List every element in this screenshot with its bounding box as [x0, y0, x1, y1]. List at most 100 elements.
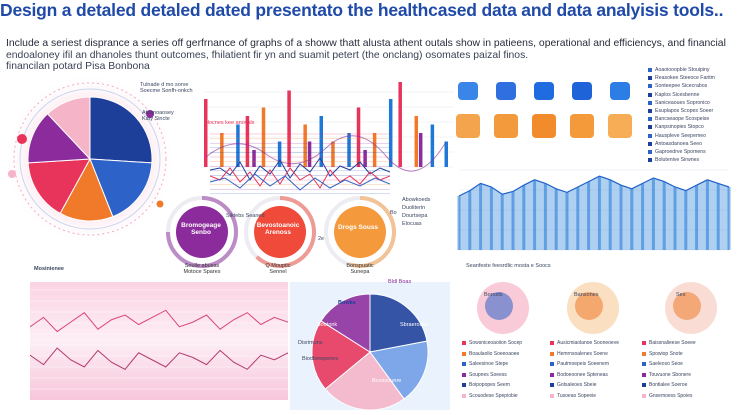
- legend-label: Esuplapos Scopes Soeer: [655, 108, 714, 115]
- legend-label: Kanpsinopies Stopco: [655, 124, 704, 131]
- bubble-inner: [575, 292, 603, 320]
- legend-item: Aoaoiooopbie Stouipiny: [648, 66, 738, 74]
- side-text-line: Dourtsepa: [402, 213, 428, 219]
- bar: [204, 99, 208, 167]
- tile: [456, 114, 480, 138]
- bar: [398, 82, 402, 167]
- bubble-list-swatch: [550, 372, 554, 377]
- pie-chart-programs: [290, 282, 450, 410]
- legend-item: Hauspleve Seepemeo: [648, 132, 738, 140]
- bubble-list-label: Saleesinoe Stepe: [469, 361, 509, 367]
- subtitle-line-2: endoaloney ifil an dhanoles thunt outcom…: [6, 50, 529, 61]
- wave-series-upper: [30, 309, 288, 333]
- gauge-2-value: Bevostoanoic Arenoss: [256, 222, 300, 236]
- bubble-list-label: Boipopopes Seem: [469, 382, 510, 388]
- bubble-list-swatch: [550, 351, 554, 356]
- bubble-row: [477, 282, 717, 334]
- legend-label: Aoaoiooopbie Stouipiny: [655, 67, 710, 74]
- line-chart-trends: [210, 133, 390, 195]
- pie2-slice: [369, 340, 429, 400]
- side-text-line: Elocuas: [402, 221, 422, 227]
- tile: [496, 82, 516, 100]
- bubble-list-item: Hemrnsoalenes Soene: [550, 351, 638, 357]
- bar: [372, 133, 377, 167]
- bubble-list-swatch: [462, 351, 466, 356]
- bar: [356, 107, 361, 167]
- legend-item: Gaproedrve Spomens: [648, 148, 738, 156]
- bubble-list-label: Ausicmiaolanoe Sooneoeve: [557, 340, 619, 346]
- bar: [444, 141, 449, 167]
- legend-item: Esuplapos Scopes Soeer: [648, 107, 738, 115]
- bubble-list-label: Boaulaolio Soeeoaoee: [469, 350, 520, 357]
- legend-item: Bolutenive Sirwnes: [648, 156, 738, 164]
- bubble-3-title: Ses: [676, 292, 686, 298]
- pie-ring-outer: [13, 82, 167, 236]
- bar-caption: Hocnes kee anovals: [205, 120, 255, 126]
- bubble-list-swatch: [462, 362, 466, 366]
- legend-label: Antoasdanoea Seeo: [655, 140, 703, 147]
- bar: [307, 141, 312, 167]
- legend-swatch: [648, 125, 652, 130]
- legend-label: Saniceaoues Sopronico: [655, 99, 710, 106]
- bubble-list-item: Sowsniceoaoiion Socep: [462, 340, 550, 346]
- bubble-list-item: Touvuone Sbonere: [642, 372, 730, 378]
- bubble-list-swatch: [550, 393, 554, 398]
- gauge-1-value: Bromogeage Senbo: [181, 222, 221, 236]
- legend-swatch: [648, 109, 652, 114]
- bar: [236, 124, 240, 167]
- legend-label: Reasokee Steeoce Faritm: [655, 75, 715, 82]
- gauge-arc: [255, 196, 316, 268]
- bubble-list-swatch: [642, 341, 646, 345]
- subtitle-line-1: Include a seriest disprance a series off…: [6, 38, 726, 49]
- gauge-3-value: Drogs Souss: [337, 224, 379, 231]
- bubble-list-label: Spowiop Snote: [649, 350, 683, 357]
- pie-slice: [59, 157, 114, 222]
- legend-swatch: [648, 133, 652, 138]
- tile: [532, 114, 556, 138]
- gauge-2-title: 2e: [318, 236, 325, 242]
- side-text: Abowkoeds Duoliterin Dourtsepa Elocuas: [402, 196, 430, 228]
- bubble-list-label: Scouodese Spepiobie: [469, 392, 518, 399]
- bubble-list-swatch: [550, 383, 554, 387]
- bar-chart-metrics: [204, 82, 454, 172]
- bubble-list-label: Pautmoepeis Soeenem: [557, 361, 609, 367]
- legend-item: Antoasdanoea Seeo: [648, 140, 738, 148]
- bubble-list-swatch: [642, 383, 646, 387]
- tile: [570, 114, 594, 138]
- bubble-list-item: Scouodese Spepiobie: [462, 393, 550, 399]
- gauge-1-title: Siktebs Seaned: [226, 213, 265, 219]
- bar: [245, 116, 250, 167]
- bar: [331, 141, 335, 167]
- bubble-list-item: Baissnalieese Soeee: [642, 340, 730, 346]
- wave-chart-vitals: [30, 282, 288, 400]
- legend-swatch: [648, 84, 652, 89]
- subtitle-line-3: financilan potard Pisa Bonbona: [6, 61, 150, 72]
- bubble-list-item: Spowiop Snote: [642, 351, 730, 357]
- gauge-arc: [348, 196, 396, 268]
- side-text-line: Abowkoeds: [402, 197, 431, 203]
- legend-label: Bolutenive Sirwnes: [655, 157, 700, 164]
- pie2-callout: Bldl Boas: [388, 279, 412, 285]
- bubble-list-item: Gnsemoess Spoies: [642, 393, 730, 399]
- line-series-3: [210, 173, 390, 191]
- bubble-list-swatch: [462, 372, 466, 377]
- legend-item: Kaplos Sicesbenne: [648, 91, 738, 99]
- pie-slice: [27, 158, 91, 215]
- pie-ring-inner: [19, 88, 161, 230]
- bar: [261, 107, 266, 167]
- legend-swatch: [648, 76, 652, 81]
- bubble-list-swatch: [462, 341, 466, 345]
- bar-trend-line: [205, 135, 447, 172]
- pie-dot-pink: [8, 170, 16, 178]
- legend-swatch: [648, 100, 652, 105]
- bar: [430, 124, 435, 167]
- gauge-group: [166, 196, 396, 268]
- pie2-label: Sbraeroaks: [400, 322, 429, 328]
- tile: [608, 114, 632, 138]
- bubble-list-swatch: [550, 341, 554, 345]
- legend-label: Bancseaope Scospeise: [655, 116, 710, 123]
- bubble-list-label: Saeleoso Seoe: [649, 361, 683, 367]
- pie-callout-2: Atsonoaosey Katy Sincte: [142, 110, 174, 122]
- bubble-list-label: Baissnalieese Soeee: [649, 340, 696, 346]
- legend-swatch: [648, 141, 652, 146]
